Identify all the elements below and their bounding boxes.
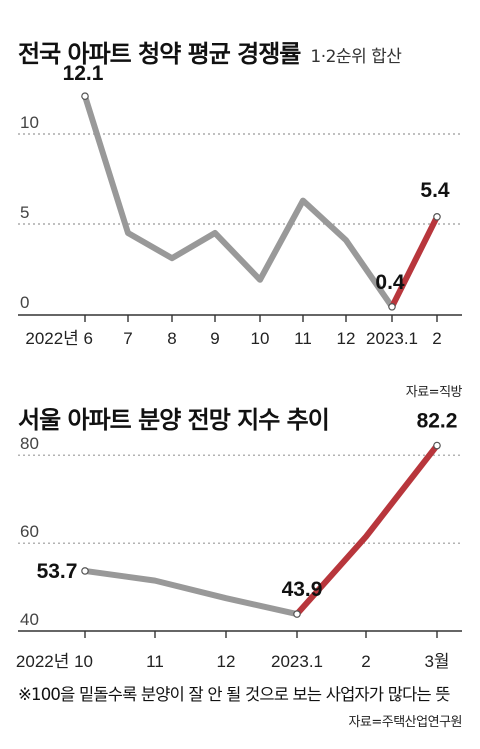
chart2-y-tick-label: 40 [20, 610, 39, 629]
chart1-data-point [388, 303, 396, 311]
chart2-y-tick-label: 60 [20, 522, 39, 541]
chart2-series-line-highlight [294, 442, 440, 618]
chart1-y-tick-label: 0 [20, 293, 29, 312]
chart1-x-tick-label: 8 [167, 329, 176, 348]
chart1-title: 전국 아파트 청약 평균 경쟁률 1·2순위 합산 [18, 40, 402, 68]
chart2-data-label: 82.2 [417, 410, 458, 433]
chart1-subtitle: 1·2순위 합산 [310, 47, 402, 67]
footnote: ※100을 밑돌수록 분양이 잘 안 될 것으로 보는 사업자가 많다는 뜻 [18, 685, 451, 704]
chart2-x-tick-label: 11 [146, 652, 164, 671]
chart2-plot: 40 60 80 2022년 10 11 12 2023.1 2 3월 53.7 43.9 82.2 [16, 410, 462, 671]
chart1-data-label: 12.1 [63, 62, 104, 85]
chart1-x-tick-label: 2 [432, 329, 441, 348]
chart1-series-line-base [82, 93, 395, 310]
chart1-y-tick-label: 10 [20, 113, 39, 132]
chart1-plot: 0 5 10 2022년 6 7 8 9 10 11 12 2023.1 2 12.1 0.4 5.4 [18, 62, 462, 348]
chart1-series-line-highlight [389, 213, 440, 310]
chart2-data-label: 43.9 [282, 578, 323, 601]
chart2-data-point [433, 441, 441, 450]
chart1-x-tick-label: 7 [123, 329, 132, 348]
chart1-x-tick-label: 2023.1 [366, 329, 418, 348]
chart1-source: 자료=직방 [405, 385, 463, 400]
chart2-y-tick-label: 80 [20, 434, 39, 453]
chart1-x-tick-label: 2022년 6 [25, 329, 93, 348]
chart1-data-label: 0.4 [375, 271, 405, 294]
chart2-x-tick-label: 12 [217, 652, 236, 671]
chart2-data-point [81, 567, 89, 575]
chart2-x-tick-label: 2022년 10 [16, 652, 93, 671]
chart2-x-tick-label: 2 [361, 652, 370, 671]
chart1-data-point [81, 92, 89, 101]
chart2-source: 자료=주택산업연구원 [348, 715, 462, 730]
chart2-data-point [293, 610, 301, 618]
chart1-x-tick-label: 11 [294, 329, 312, 348]
chart2-x-tick-label: 3월 [424, 652, 449, 671]
chart1-data-point [433, 213, 441, 221]
chart2-title: 서울 아파트 분양 전망 지수 추이 [18, 406, 330, 434]
chart1-data-label: 5.4 [420, 179, 450, 202]
chart1-x-tick-label: 9 [210, 329, 219, 348]
chart1-x-tick-label: 10 [251, 329, 270, 348]
chart2-series-line-base [82, 567, 300, 618]
chart1-x-tick-label: 12 [337, 329, 356, 348]
chart2-x-tick-label: 2023.1 [271, 652, 323, 671]
chart2-data-label: 53.7 [37, 560, 78, 583]
chart1-y-tick-label: 5 [20, 203, 29, 222]
